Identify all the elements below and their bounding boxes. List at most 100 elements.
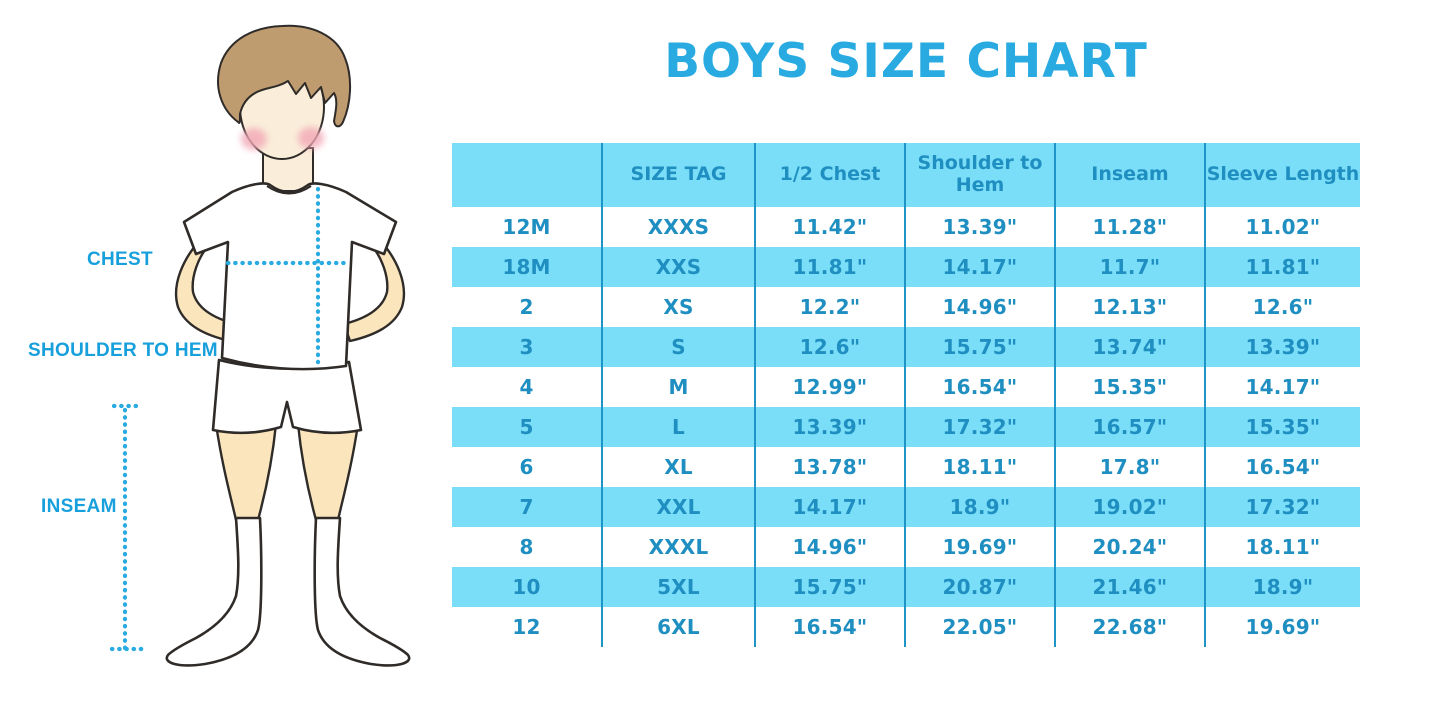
measurement-cell: 15.75" (904, 327, 1055, 367)
measurement-cell: XS (601, 287, 755, 327)
table-row: 2 XS 12.2" 14.96" 12.13" 12.6" (452, 287, 1360, 327)
boy-illustration (109, 24, 411, 667)
boy-right-sock (313, 516, 411, 667)
measurement-cell: 12.6" (1204, 287, 1360, 327)
size-chart-table: SIZE TAG 1/2 Chest Shoulder to Hem Inseam Sl… (452, 143, 1360, 647)
measurement-cell: 13.39" (1204, 327, 1360, 367)
measurement-cell: 17.32" (1204, 487, 1360, 527)
measurement-cell: 20.24" (1054, 527, 1205, 567)
row-size-label: 12 (512, 615, 541, 639)
measurement-cell: 19.69" (904, 527, 1055, 567)
measurement-cell: 16.57" (1054, 407, 1205, 447)
measurement-cell: 18.11" (904, 447, 1055, 487)
row-size-label: 18M (452, 247, 602, 287)
chest-label: CHEST (87, 249, 153, 270)
table-row: 3 S 12.6" 15.75" 13.74" 13.39" (452, 327, 1360, 367)
row-size-label: 12M (502, 215, 551, 239)
boy-left-sock (165, 516, 263, 667)
measurement-cell: 11.42" (754, 207, 905, 247)
measurement-cell: 14.17" (904, 247, 1055, 287)
row-size-label: 8 (519, 535, 534, 559)
measurement-cell: 12.6" (754, 327, 905, 367)
measurement-cell: 22.05" (904, 607, 1055, 647)
measurement-cell: 11.7" (1054, 247, 1205, 287)
measurement-cell: 16.54" (754, 607, 905, 647)
measurement-cell: 17.8" (1054, 447, 1205, 487)
measurement-cell: 15.75" (754, 567, 905, 607)
column-header: SIZE TAG (601, 143, 755, 207)
measurement-cell: 16.54" (904, 367, 1055, 407)
measurement-cell: 14.96" (754, 527, 905, 567)
measurement-cell: 11.28" (1054, 207, 1205, 247)
measurement-cell: 22.68" (1054, 607, 1205, 647)
row-size-label: 2 (519, 295, 534, 319)
measurement-cell: XXXS (601, 207, 755, 247)
measurement-cell: 18.9" (904, 487, 1055, 527)
measurement-cell: 18.11" (1204, 527, 1360, 567)
measurement-cell: 13.39" (754, 407, 905, 447)
right-cheek-blush (298, 127, 324, 149)
row-size-label: 4 (519, 375, 534, 399)
table-row: 12M XXXS 11.42" 13.39" 11.28" 11.02" (452, 207, 1360, 247)
column-header: Shoulder to Hem (904, 143, 1055, 207)
measurement-cell: 17.32" (904, 407, 1055, 447)
measurement-cell: 12.2" (754, 287, 905, 327)
boy-left-leg (214, 422, 278, 522)
row-size-label: 6 (519, 455, 534, 479)
table-row: 10 5XL 15.75" 20.87" 21.46" 18.9" (452, 567, 1360, 607)
left-cheek-blush (241, 128, 267, 150)
measurement-cell: 11.81" (754, 247, 905, 287)
row-size-label: 3 (452, 327, 602, 367)
table-header: SIZE TAG 1/2 Chest Shoulder to Hem Inseam Sl… (452, 143, 1360, 207)
measurement-cell: 19.02" (1054, 487, 1205, 527)
page-title: BOYS SIZE CHART (664, 34, 1148, 89)
measurement-cell: 11.81" (1204, 247, 1360, 287)
tshirt-collar-line (266, 185, 312, 195)
measurement-cell: 13.74" (1054, 327, 1205, 367)
measurement-cell: 14.17" (1204, 367, 1360, 407)
measurement-cell: 11.02" (1204, 207, 1360, 247)
measurement-cell: 15.35" (1054, 367, 1205, 407)
header-row: SIZE TAG 1/2 Chest Shoulder to Hem Inseam Sl… (452, 143, 1360, 207)
column-header: Inseam (1054, 143, 1205, 207)
measurement-cell: XL (601, 447, 755, 487)
boy-right-leg (296, 422, 360, 522)
measurement-cell: 15.35" (1204, 407, 1360, 447)
row-size-label: 10 (452, 567, 602, 607)
measurement-cell: 13.78" (754, 447, 905, 487)
table-row: 12 6XL 16.54" 22.05" 22.68" 19.69" (452, 607, 1360, 647)
table-row: 6 XL 13.78" 18.11" 17.8" 16.54" (452, 447, 1360, 487)
table-row: 8 XXXL 14.96" 19.69" 20.24" 18.11" (452, 527, 1360, 567)
shoulder-to-hem-label: SHOULDER TO HEM (28, 340, 218, 361)
row-size-label: 5 (452, 407, 602, 447)
boy-tshirt (182, 182, 398, 371)
table-body: 12M XXXS 11.42" 13.39" 11.28" 11.02" 18M XXS 11.… (452, 207, 1360, 647)
measurement-cell: 14.17" (754, 487, 905, 527)
measurement-cell: 13.39" (904, 207, 1055, 247)
table-row: 18M XXS 11.81" 14.17" 11.7" 11.81" (452, 247, 1360, 287)
measurement-cell: XXL (601, 487, 755, 527)
column-header (452, 143, 602, 207)
boy-hair (217, 24, 352, 128)
measurement-cell: 6XL (601, 607, 755, 647)
boy-right-arm (342, 238, 406, 343)
measurement-cell: 12.13" (1054, 287, 1205, 327)
table-row: 5 L 13.39" 17.32" 16.57" 15.35" (452, 407, 1360, 447)
measurement-cell: M (601, 367, 755, 407)
measurement-cell: L (601, 407, 755, 447)
measurement-cell: XXXL (601, 527, 755, 567)
inseam-label: INSEAM (41, 496, 117, 517)
measurement-cell: 19.69" (1204, 607, 1360, 647)
table-row: 7 XXL 14.17" 18.9" 19.02" 17.32" (452, 487, 1360, 527)
measurement-cell: 21.46" (1054, 567, 1205, 607)
measurement-cell: 12.99" (754, 367, 905, 407)
boy-shorts (211, 358, 363, 435)
measurement-cell: 16.54" (1204, 447, 1360, 487)
column-header: 1/2 Chest (754, 143, 905, 207)
measurement-cell: 5XL (601, 567, 755, 607)
row-size-label: 7 (452, 487, 602, 527)
boy-measurement-figure: CHEST SHOULDER TO HEM INSEAM (0, 0, 452, 723)
measurement-cell: 20.87" (904, 567, 1055, 607)
column-header: Sleeve Length (1204, 143, 1360, 207)
measurement-cell: S (601, 327, 755, 367)
